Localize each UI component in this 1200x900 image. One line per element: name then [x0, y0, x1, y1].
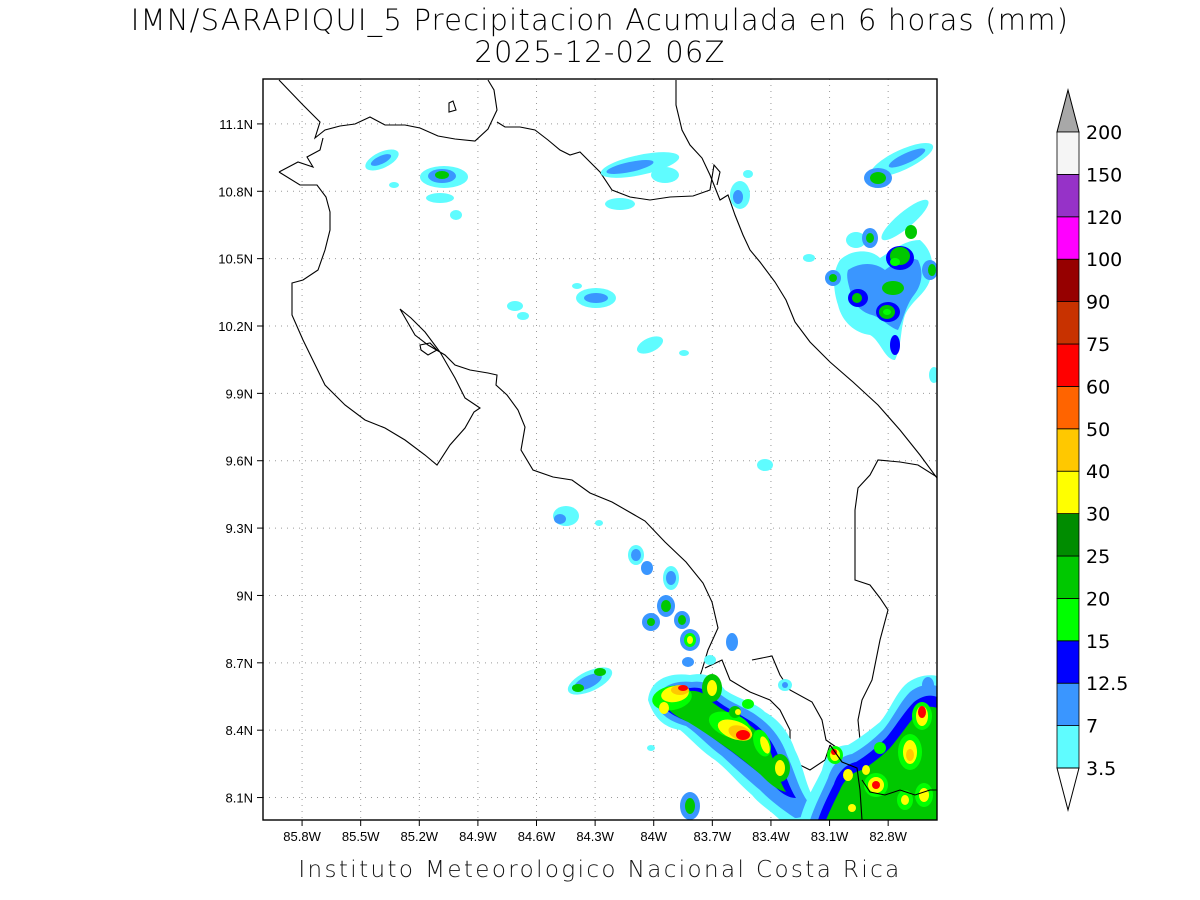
colorbar-swatch [1056, 598, 1080, 642]
colorbar-swatch [1056, 131, 1080, 175]
y-tick-label: 9N [236, 588, 253, 603]
colorbar-swatch [1056, 682, 1080, 727]
colorbar-swatch [1056, 725, 1080, 769]
y-tick-label: 9.9N [226, 386, 253, 401]
colorbar-swatch [1056, 258, 1080, 303]
colorbar-swatch [1056, 385, 1080, 430]
colorbar-level-label: 25 [1086, 546, 1110, 568]
colorbar-swatch [1056, 301, 1080, 345]
colorbar-level-label: 12.5 [1086, 673, 1128, 695]
x-tick-label: 84W [640, 829, 667, 844]
y-tick-label: 8.4N [226, 723, 253, 738]
colorbar-level-label: 30 [1086, 504, 1110, 526]
colorbar-swatch [1056, 428, 1080, 472]
colorbar-level-label: 60 [1086, 376, 1110, 398]
colorbar-level-label: 150 [1086, 164, 1122, 186]
colorbar-legend: 3.5 7 12.5 15 20 25 30 40 50 60 75 90 100 120 150 200 [1056, 88, 1128, 812]
x-tick-label: 84.9W [459, 829, 497, 844]
colorbar-level-label: 7 [1086, 716, 1098, 738]
colorbar-level-label: 100 [1086, 249, 1122, 271]
x-tick-label: 85.8W [283, 829, 321, 844]
colorbar-level-label: 3.5 [1086, 758, 1116, 780]
y-tick-label: 10.8N [218, 184, 253, 199]
colorbar-swatch [1056, 173, 1080, 218]
colorbar-swatch [1056, 470, 1080, 515]
map-subtitle: 2025-12-02 06Z [474, 35, 726, 69]
colorbar-under-arrow [1056, 767, 1080, 812]
precip-field [365, 143, 937, 820]
longitude-axis: 85.8W 85.5W 85.2W 84.9W 84.6W 84.3W 84W 83.7W 83… [283, 820, 908, 844]
y-tick-label: 9.3N [226, 521, 253, 536]
x-tick-label: 83.7W [694, 829, 732, 844]
x-tick-label: 84.3W [576, 829, 614, 844]
x-tick-label: 85.2W [401, 829, 439, 844]
footer-credit: Instituto Meteorologico Nacional Costa R… [298, 857, 902, 883]
y-tick-label: 10.2N [218, 319, 253, 334]
latitude-axis: 8.1N 8.4N 8.7N 9N 9.3N 9.6N 9.9N 10.2N 10.5N 10.8… [218, 117, 263, 806]
colorbar-level-label: 20 [1086, 588, 1110, 610]
colorbar-swatch [1056, 343, 1080, 387]
colorbar-level-label: 200 [1086, 122, 1122, 144]
colorbar-swatch [1056, 513, 1080, 557]
y-tick-label: 8.7N [226, 656, 253, 671]
colorbar-swatch [1056, 555, 1080, 599]
y-tick-label: 8.1N [226, 791, 253, 806]
x-tick-label: 85.5W [342, 829, 380, 844]
colorbar-over-arrow [1056, 88, 1080, 133]
colorbar-level-label: 120 [1086, 207, 1122, 229]
map-layers [278, 79, 937, 820]
colorbar-swatch [1056, 216, 1080, 260]
colorbar-level-label: 40 [1086, 461, 1110, 483]
colorbar-level-label: 90 [1086, 292, 1110, 314]
colorbar-level-label: 75 [1086, 334, 1110, 356]
y-tick-label: 10.5N [218, 252, 253, 267]
map-title: IMN/SARAPIQUI_5 Precipitacion Acumulada … [130, 3, 1070, 37]
map-frame [262, 78, 938, 821]
x-tick-label: 82.8W [869, 829, 907, 844]
x-tick-label: 83.1W [811, 829, 849, 844]
colorbar-swatch [1056, 640, 1080, 684]
colorbar-level-label: 50 [1086, 419, 1110, 441]
map-gridlines [263, 79, 937, 820]
y-tick-label: 11.1N [219, 117, 253, 132]
x-tick-label: 84.6W [518, 829, 556, 844]
y-tick-label: 9.6N [226, 454, 253, 469]
colorbar-level-label: 15 [1086, 631, 1110, 653]
x-tick-label: 83.4W [752, 829, 790, 844]
